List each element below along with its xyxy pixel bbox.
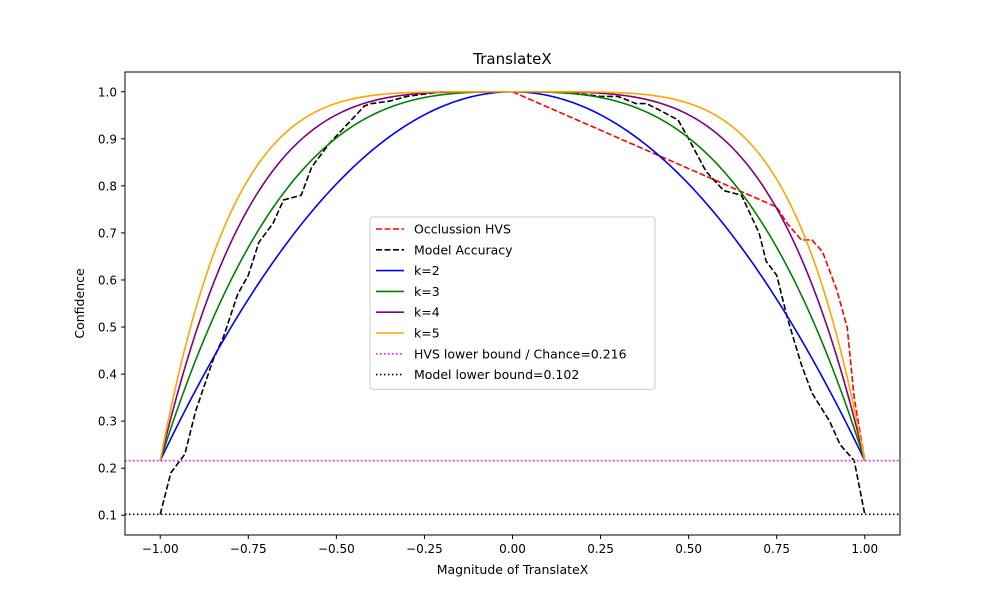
plot-area: [125, 90, 900, 516]
y-tick-label: 0.7: [98, 226, 117, 240]
legend-box: [369, 216, 656, 390]
legend-label: Occlussion HVS: [414, 222, 511, 237]
y-tick-label: 0.8: [98, 179, 117, 193]
legend-label: Model Accuracy: [414, 242, 513, 257]
legend-label: k=2: [414, 263, 440, 278]
series-line-occlussion-hvs: [512, 91, 866, 461]
x-tick-label: −0.25: [406, 542, 443, 556]
x-tick-label: 1.00: [851, 542, 878, 556]
x-tick-label: 0.00: [499, 542, 526, 556]
y-tick-label: 0.1: [98, 509, 117, 523]
legend: Occlussion HVS Model Accuracy k=2 k=3 k=4 k=5…: [369, 216, 656, 390]
y-axis-label: Confidence: [72, 268, 87, 339]
y-tick-label: 0.4: [98, 368, 117, 382]
chart-title: TranslateX: [472, 50, 551, 68]
y-tick-label: 1.0: [98, 85, 117, 99]
x-tick-label: 0.25: [587, 542, 614, 556]
x-tick-label: 0.75: [763, 542, 790, 556]
legend-label: k=3: [414, 284, 440, 299]
legend-label: k=4: [414, 305, 440, 320]
x-tick-label: −0.50: [318, 542, 355, 556]
axis-ticks: −1.00 −0.75 −0.50 −0.25 0.00 0.25 0.50 0.75 1.00…: [98, 85, 878, 556]
x-axis-label: Magnitude of TranslateX: [437, 562, 589, 577]
series-line-k-5: [159, 90, 866, 461]
legend-label: Model lower bound=0.102: [414, 367, 579, 382]
y-tick-label: 0.9: [98, 132, 117, 146]
legend-label: k=5: [414, 326, 440, 341]
y-tick-label: 0.6: [98, 273, 117, 287]
x-tick-label: −0.75: [230, 542, 267, 556]
legend-label: HVS lower bound / Chance=0.216: [414, 346, 627, 361]
x-tick-label: 0.50: [675, 542, 702, 556]
x-tick-label: −1.00: [142, 542, 179, 556]
series-line-model-accuracy: [159, 90, 866, 515]
y-tick-label: 0.2: [98, 462, 117, 476]
y-tick-label: 0.5: [98, 321, 117, 335]
y-tick-label: 0.3: [98, 415, 117, 429]
